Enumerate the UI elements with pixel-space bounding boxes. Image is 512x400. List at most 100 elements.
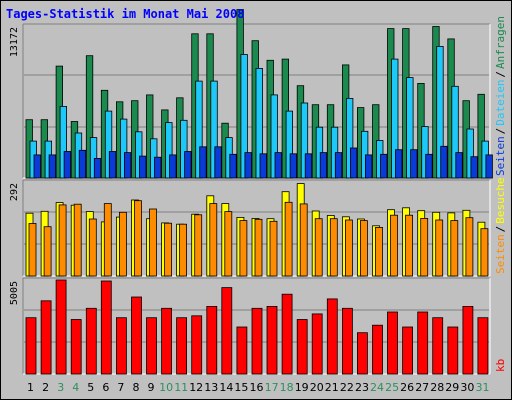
x-tick-label-day-10: 10 xyxy=(159,381,173,394)
bar-dateien-8 xyxy=(135,131,143,179)
bar-seiten-26 xyxy=(410,149,418,179)
bar-seiten-25 xyxy=(395,149,403,179)
bar-seiten-20 xyxy=(314,218,323,277)
x-tick-label-day-17: 17 xyxy=(265,381,279,394)
bar-kb-2 xyxy=(40,300,52,375)
bar-kb-10 xyxy=(161,307,173,375)
x-tick-label-day-18: 18 xyxy=(280,381,294,394)
bar-seiten-8 xyxy=(139,155,147,179)
bar-seiten-28 xyxy=(435,219,444,277)
legend-entry-seiten: Seiten xyxy=(494,136,507,176)
bar-kb-29 xyxy=(447,326,459,375)
bar-kb-30 xyxy=(462,305,474,375)
legend-entry-dateien: Dateien xyxy=(494,79,507,125)
bar-dateien-19 xyxy=(300,102,309,179)
x-tick-label-day-31: 31 xyxy=(476,381,490,394)
x-tick-label-day-29: 29 xyxy=(445,381,459,394)
bar-seiten-5 xyxy=(88,218,97,277)
bar-seiten-25 xyxy=(390,214,398,277)
legend-entry-besuche: Besuche xyxy=(494,177,507,223)
bar-kb-22 xyxy=(341,307,353,375)
bar-dateien-3 xyxy=(59,106,67,179)
legend-2: Seiten/ Besuche xyxy=(494,177,507,274)
x-tick-label-day-22: 22 xyxy=(340,381,354,394)
bar-seiten-13 xyxy=(209,203,218,277)
bar-seiten-16 xyxy=(259,153,267,179)
bar-kb-28 xyxy=(432,317,444,375)
bar-seiten-29 xyxy=(450,220,459,277)
x-tick-label-day-25: 25 xyxy=(385,381,399,394)
bar-seiten-21 xyxy=(334,152,343,179)
bar-dateien-27 xyxy=(421,126,429,179)
bar-seiten-19 xyxy=(304,153,313,179)
bar-kb-25 xyxy=(387,311,398,375)
bar-kb-24 xyxy=(372,324,383,375)
bar-seiten-4 xyxy=(73,203,82,277)
x-tick-label-day-24: 24 xyxy=(370,381,384,394)
bar-anfragen-31 xyxy=(477,93,485,179)
bar-seiten-5 xyxy=(93,157,102,179)
bar-seiten-18 xyxy=(284,201,293,277)
bar-seiten-11 xyxy=(179,223,188,277)
y-axis-max-label: 5005 xyxy=(9,281,20,305)
x-tick-label-day-3: 3 xyxy=(57,381,64,394)
x-tick-label-day-19: 19 xyxy=(295,381,309,394)
bar-seiten-13 xyxy=(214,146,222,179)
bar-seiten-17 xyxy=(274,152,282,179)
bar-seiten-14 xyxy=(224,211,233,277)
panel-2: 292 xyxy=(9,179,491,277)
bar-kb-11 xyxy=(176,317,188,375)
x-tick-label-day-13: 13 xyxy=(204,381,218,394)
panel-1: 13172 xyxy=(9,9,493,179)
bar-dateien-10 xyxy=(165,122,173,179)
bar-seiten-31 xyxy=(485,154,493,179)
bar-kb-4 xyxy=(70,319,82,375)
bar-dateien-25 xyxy=(391,58,399,179)
bar-seiten-2 xyxy=(48,154,56,179)
bar-seiten-20 xyxy=(319,152,328,179)
bar-seiten-30 xyxy=(465,217,474,277)
bar-seiten-3 xyxy=(58,204,67,277)
legend-entry-kb: kb xyxy=(494,359,507,372)
chart-labels: Tages-Statistik im Monat Mai 2008Seiten/… xyxy=(6,7,507,394)
bar-seiten-15 xyxy=(244,152,252,179)
bar-seiten-22 xyxy=(344,219,353,277)
bar-kb-23 xyxy=(356,332,368,375)
bar-kb-15 xyxy=(236,326,248,375)
bar-seiten-29 xyxy=(455,152,463,179)
legend-1: Seiten/Dateien/Anfragen xyxy=(494,16,507,176)
x-tick-label-day-6: 6 xyxy=(102,381,109,394)
bar-seiten-27 xyxy=(425,153,433,179)
legend-3: kb xyxy=(494,359,507,372)
bar-kb-21 xyxy=(326,298,338,375)
bar-anfragen-9 xyxy=(146,94,154,179)
x-tick-label-day-23: 23 xyxy=(355,381,369,394)
x-tick-label-day-21: 21 xyxy=(325,381,339,394)
bar-dateien-30 xyxy=(466,128,474,179)
bar-dateien-11 xyxy=(180,119,188,179)
bar-kb-13 xyxy=(206,305,218,375)
bar-dateien-13 xyxy=(210,80,218,179)
x-tick-label-day-30: 30 xyxy=(460,381,474,394)
x-tick-label-day-1: 1 xyxy=(27,381,34,394)
bar-dateien-29 xyxy=(451,85,459,179)
bar-seiten-30 xyxy=(470,156,478,179)
legend-separator: / xyxy=(494,71,507,78)
chart-title: Tages-Statistik im Monat Mai 2008 xyxy=(6,7,244,21)
bar-kb-26 xyxy=(402,326,414,375)
bar-kb-9 xyxy=(146,317,157,375)
bar-seiten-23 xyxy=(364,154,373,179)
y-axis-max-label: 292 xyxy=(9,183,20,201)
bar-seiten-11 xyxy=(184,151,192,179)
bar-seiten-24 xyxy=(375,226,383,277)
bar-seiten-27 xyxy=(420,217,429,277)
bar-kb-20 xyxy=(311,313,323,375)
bar-dateien-12 xyxy=(195,80,203,179)
y-axis-max-label: 13172 xyxy=(9,27,20,57)
x-tick-label-day-11: 11 xyxy=(174,381,188,394)
bar-dateien-26 xyxy=(406,77,414,179)
x-tick-label-day-27: 27 xyxy=(415,381,429,394)
bar-seiten-21 xyxy=(329,218,338,277)
bar-seiten-19 xyxy=(299,203,308,277)
